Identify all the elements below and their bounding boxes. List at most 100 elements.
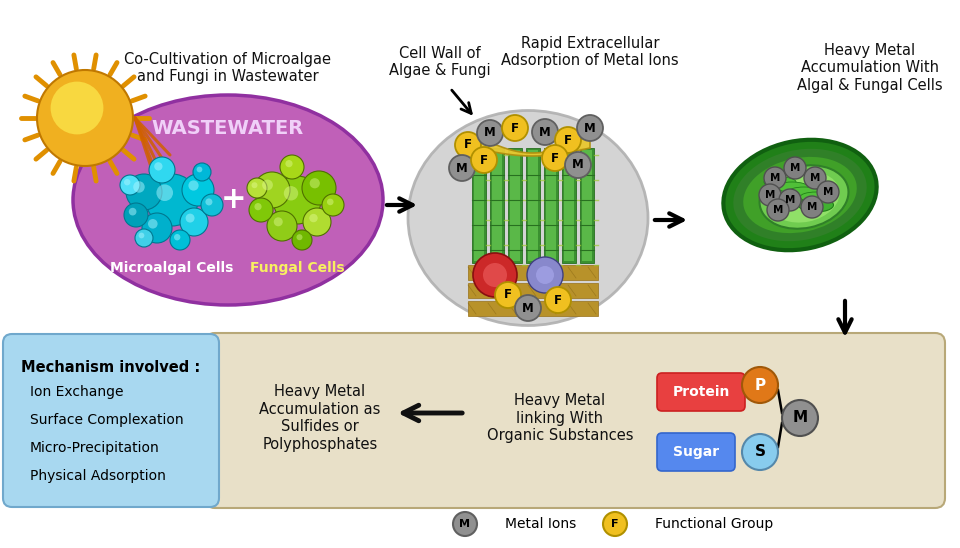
- Text: M: M: [806, 202, 817, 212]
- Text: Physical Adsorption: Physical Adsorption: [30, 469, 166, 483]
- Circle shape: [502, 115, 528, 141]
- FancyBboxPatch shape: [474, 150, 484, 261]
- Circle shape: [247, 178, 267, 198]
- Circle shape: [542, 145, 568, 171]
- Circle shape: [309, 214, 318, 222]
- Ellipse shape: [788, 187, 820, 197]
- Circle shape: [285, 160, 293, 167]
- Text: WASTEWATER: WASTEWATER: [152, 118, 304, 138]
- Circle shape: [124, 203, 148, 227]
- Text: Micro-Precipitation: Micro-Precipitation: [30, 441, 159, 455]
- Ellipse shape: [768, 172, 840, 222]
- Circle shape: [565, 152, 591, 178]
- Ellipse shape: [733, 149, 867, 241]
- Circle shape: [779, 189, 801, 211]
- Ellipse shape: [759, 165, 849, 229]
- Text: M: M: [810, 173, 820, 183]
- Circle shape: [148, 219, 157, 229]
- Circle shape: [322, 194, 344, 216]
- Circle shape: [303, 208, 331, 236]
- Circle shape: [759, 184, 781, 206]
- Text: M: M: [456, 162, 468, 174]
- Circle shape: [138, 232, 144, 238]
- Circle shape: [782, 400, 818, 436]
- Text: M: M: [584, 122, 596, 134]
- Text: M: M: [484, 127, 496, 140]
- Circle shape: [804, 167, 826, 189]
- Text: M: M: [823, 187, 833, 197]
- Circle shape: [135, 229, 153, 247]
- Circle shape: [471, 147, 497, 173]
- Text: M: M: [785, 195, 795, 205]
- Circle shape: [274, 218, 283, 226]
- Text: S: S: [755, 444, 765, 460]
- FancyBboxPatch shape: [205, 333, 945, 508]
- Circle shape: [156, 184, 173, 201]
- FancyBboxPatch shape: [526, 148, 540, 263]
- FancyBboxPatch shape: [562, 148, 576, 263]
- Circle shape: [477, 120, 503, 146]
- FancyBboxPatch shape: [468, 301, 598, 316]
- Ellipse shape: [775, 188, 809, 202]
- Circle shape: [545, 287, 571, 313]
- Circle shape: [784, 157, 806, 179]
- Text: M: M: [540, 125, 551, 139]
- Circle shape: [155, 162, 162, 170]
- Ellipse shape: [743, 157, 856, 233]
- Circle shape: [185, 214, 195, 222]
- Ellipse shape: [800, 192, 832, 202]
- Circle shape: [201, 194, 223, 216]
- Ellipse shape: [786, 193, 822, 207]
- Circle shape: [273, 176, 321, 224]
- Circle shape: [120, 175, 140, 195]
- Text: Protein: Protein: [672, 385, 730, 399]
- Circle shape: [742, 434, 778, 470]
- Circle shape: [193, 163, 211, 181]
- Circle shape: [742, 367, 778, 403]
- Circle shape: [764, 167, 786, 189]
- Circle shape: [532, 119, 558, 145]
- FancyBboxPatch shape: [564, 150, 574, 261]
- Text: F: F: [511, 122, 519, 134]
- FancyBboxPatch shape: [468, 283, 598, 298]
- Circle shape: [280, 155, 304, 179]
- Circle shape: [188, 180, 199, 191]
- FancyBboxPatch shape: [3, 334, 219, 507]
- Text: M: M: [773, 205, 783, 215]
- Text: M: M: [460, 519, 470, 529]
- FancyBboxPatch shape: [490, 148, 504, 263]
- FancyBboxPatch shape: [492, 150, 502, 261]
- FancyBboxPatch shape: [508, 148, 522, 263]
- Circle shape: [453, 512, 477, 536]
- FancyBboxPatch shape: [468, 265, 598, 280]
- Circle shape: [310, 178, 320, 189]
- Circle shape: [555, 127, 581, 153]
- Circle shape: [174, 234, 180, 241]
- Circle shape: [254, 172, 290, 208]
- Text: F: F: [504, 288, 512, 301]
- Circle shape: [205, 198, 212, 206]
- Text: F: F: [564, 134, 572, 146]
- Text: Ion Exchange: Ion Exchange: [30, 385, 124, 399]
- Ellipse shape: [73, 95, 383, 305]
- Ellipse shape: [764, 177, 796, 187]
- Text: Functional Group: Functional Group: [655, 517, 773, 531]
- Text: Co-Cultivation of Microalgae
and Fungi in Wastewater: Co-Cultivation of Microalgae and Fungi i…: [125, 52, 331, 84]
- FancyBboxPatch shape: [528, 150, 538, 261]
- Text: P: P: [755, 378, 765, 392]
- FancyBboxPatch shape: [582, 150, 592, 261]
- Circle shape: [292, 230, 312, 250]
- Text: Sugar: Sugar: [673, 445, 719, 459]
- Text: M: M: [790, 163, 801, 173]
- Circle shape: [284, 186, 299, 201]
- Text: F: F: [554, 294, 562, 306]
- Circle shape: [297, 234, 302, 240]
- Circle shape: [262, 180, 273, 190]
- Circle shape: [124, 179, 131, 185]
- Ellipse shape: [799, 198, 833, 212]
- Text: Heavy Metal
Accumulation as
Sulfides or
Polyphosphates: Heavy Metal Accumulation as Sulfides or …: [259, 384, 381, 452]
- FancyBboxPatch shape: [472, 148, 486, 263]
- Circle shape: [146, 174, 198, 226]
- Text: M: M: [522, 301, 534, 315]
- Circle shape: [302, 171, 336, 205]
